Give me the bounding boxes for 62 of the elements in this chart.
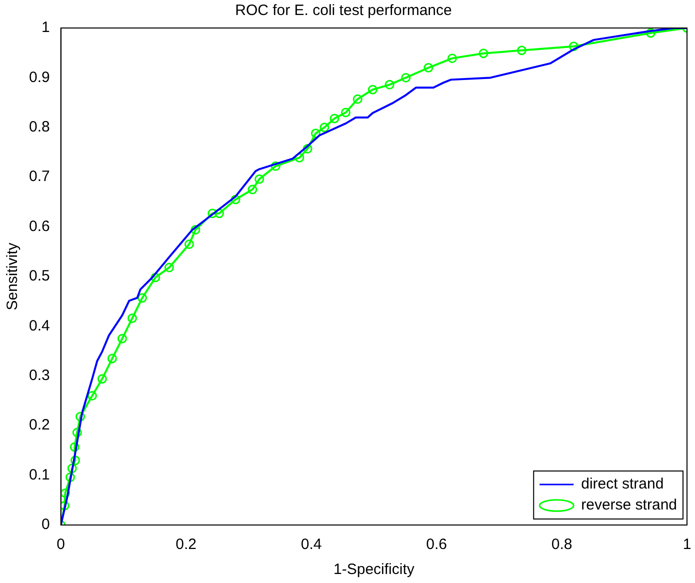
point [72, 428, 82, 438]
point [254, 174, 264, 184]
point [248, 184, 258, 194]
y-tick-label: 0.4 [28, 317, 50, 334]
point [516, 46, 526, 56]
legend-label: reverse strand [581, 496, 677, 514]
point [97, 374, 107, 384]
x-axis-title: 1-Specificity [333, 561, 415, 578]
point [184, 239, 194, 249]
point [70, 442, 80, 452]
point [190, 225, 200, 235]
point [107, 354, 117, 364]
y-tick-label: 0.3 [28, 367, 50, 384]
x-tick-label: 0.4 [300, 536, 322, 554]
y-tick-label: 1 [42, 19, 50, 36]
point [60, 488, 70, 498]
y-tick-label: 0.1 [28, 466, 50, 484]
point [424, 63, 434, 73]
point [568, 42, 578, 52]
point [208, 208, 218, 218]
point [447, 54, 457, 64]
point [302, 144, 312, 154]
point [230, 194, 240, 204]
point [87, 391, 97, 401]
legend-label: direct strand [581, 476, 664, 493]
y-axis-title: Sensitivity [4, 242, 22, 310]
point [76, 412, 86, 422]
point [67, 464, 77, 474]
y-tick-label: 0.2 [28, 416, 50, 434]
point [127, 314, 137, 323]
point [352, 94, 362, 104]
point [214, 208, 224, 218]
point [117, 334, 127, 344]
point [65, 472, 75, 482]
point [70, 456, 80, 466]
point [478, 48, 488, 58]
point [646, 28, 656, 38]
x-tick-label: 0 [56, 536, 66, 554]
point [384, 80, 394, 90]
point [330, 114, 340, 124]
y-tick-label: 0.6 [28, 218, 50, 235]
y-tick-label: 0.9 [28, 68, 50, 86]
x-tick-label: 0.6 [426, 536, 447, 554]
point [60, 500, 70, 510]
point [270, 161, 280, 171]
y-tick-label: 0 [42, 516, 50, 534]
x-tick-label: 0.8 [551, 536, 572, 554]
y-tick-label: 0.7 [28, 168, 50, 186]
point [401, 72, 411, 82]
point [150, 272, 160, 282]
point [368, 84, 378, 94]
point [138, 293, 147, 303]
x-tick-label: 0.2 [176, 536, 197, 554]
chart-title: ROC for E. coli test performance [235, 2, 452, 20]
point [310, 128, 320, 138]
x-tick-label: 1 [682, 536, 692, 554]
point [341, 108, 350, 118]
point [320, 122, 330, 132]
y-tick-label: 0.5 [28, 268, 50, 285]
y-tick-label: 0.8 [28, 118, 50, 136]
point [164, 262, 174, 272]
point [294, 152, 304, 162]
